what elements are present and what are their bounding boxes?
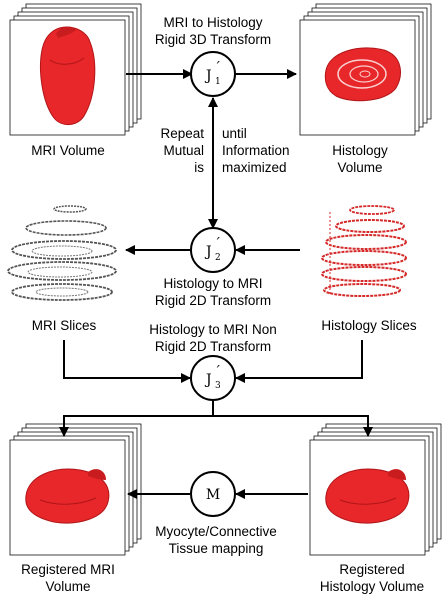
svg-text:Histology: Histology (332, 143, 388, 158)
mri-volume-stack (9, 3, 142, 136)
registered-mri-volume-stack (9, 423, 142, 556)
svg-text:Tissue mapping: Tissue mapping (169, 541, 264, 556)
svg-text:1: 1 (215, 77, 221, 87)
label-histology-to-mri-nonrigid: Histology to MRI Non Rigid 2D Transform (149, 322, 277, 354)
svg-text:Histology Volume: Histology Volume (320, 579, 424, 594)
label-myocyte-mapping: Myocyte/Connective Tissue mapping (155, 524, 277, 556)
label-registered-mri-volume: Registered MRI Volume (21, 562, 115, 594)
svg-text:´: ´ (214, 236, 221, 252)
svg-text:2: 2 (215, 253, 221, 263)
histology-slices-image (321, 205, 407, 297)
svg-text:is: is (194, 160, 204, 175)
label-histology-volume: Histology Volume (332, 143, 388, 175)
node-m: M (190, 471, 236, 517)
svg-text:3: 3 (215, 381, 221, 391)
arrow-mri-slices-to-j3 (63, 340, 191, 383)
svg-text:Myocyte/Connective: Myocyte/Connective (155, 524, 277, 539)
arrow-j3-to-registered-mri (59, 415, 213, 437)
svg-text:´: ´ (214, 60, 221, 76)
label-repeat-left: Repeat Mutual is (160, 126, 204, 175)
registered-mri-heart-image (25, 468, 110, 524)
label-histology-slices: Histology Slices (321, 318, 417, 333)
svg-text:´: ´ (214, 364, 221, 380)
svg-text:Volume: Volume (337, 160, 382, 175)
svg-text:Histology to MRI Non: Histology to MRI Non (149, 322, 277, 337)
svg-text:J: J (204, 372, 212, 388)
label-registered-histology-volume: Registered Histology Volume (320, 562, 424, 594)
svg-text:until: until (222, 126, 247, 141)
svg-text:Rigid 3D Transform: Rigid 3D Transform (155, 32, 271, 47)
svg-text:J: J (204, 244, 212, 260)
registered-histology-volume-stack (309, 423, 442, 556)
svg-text:M: M (206, 487, 220, 503)
svg-text:Histology to MRI: Histology to MRI (163, 276, 262, 291)
arrow-histology-slices-to-j3 (235, 340, 363, 383)
arrow-j3-to-registered-histology (213, 415, 373, 437)
svg-text:MRI to Histology: MRI to Histology (163, 15, 262, 30)
mri-heart-image (40, 26, 96, 125)
svg-text:Information: Information (222, 143, 290, 158)
label-mri-to-histology: MRI to Histology Rigid 3D Transform (155, 15, 271, 47)
svg-text:maximized: maximized (222, 160, 287, 175)
registered-histology-heart-image (325, 468, 410, 524)
svg-text:Volume: Volume (45, 579, 90, 594)
label-mri-volume: MRI Volume (31, 143, 105, 158)
mri-slices-image (7, 205, 117, 301)
histology-volume-stack (299, 3, 432, 136)
svg-text:Rigid 2D Transform: Rigid 2D Transform (155, 293, 271, 308)
svg-text:Mutual: Mutual (163, 143, 204, 158)
histology-volume-image (324, 47, 401, 102)
node-j1: J ´ 1 (190, 51, 236, 97)
svg-text:Registered: Registered (339, 562, 404, 577)
svg-text:Registered MRI: Registered MRI (21, 562, 115, 577)
node-j3: J ´ 3 (190, 355, 236, 401)
svg-text:Rigid 2D Transform: Rigid 2D Transform (155, 339, 271, 354)
svg-text:J: J (204, 68, 212, 84)
node-j2: J ´ 2 (190, 227, 236, 273)
label-histology-to-mri-rigid: Histology to MRI Rigid 2D Transform (155, 276, 271, 308)
svg-text:Repeat: Repeat (160, 126, 204, 141)
label-mri-slices: MRI Slices (32, 318, 97, 333)
label-repeat-right: until Information maximized (222, 126, 290, 175)
